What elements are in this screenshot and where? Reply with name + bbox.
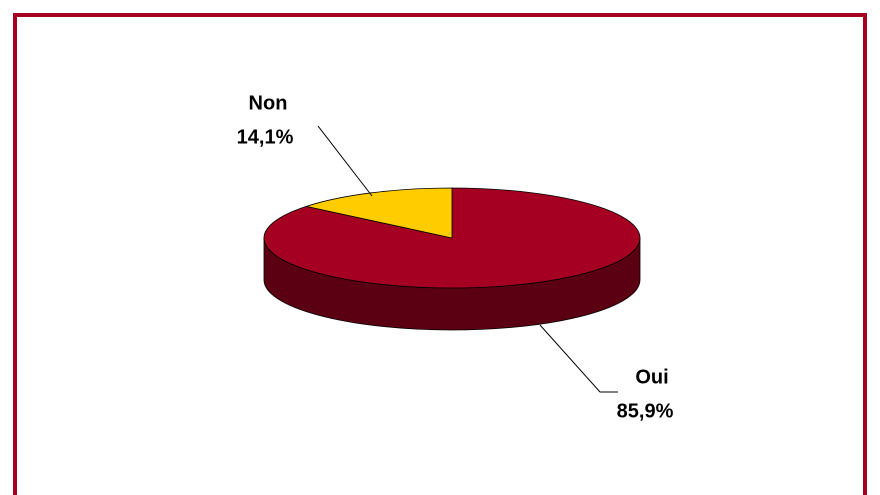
value-label: 85,9% (617, 400, 674, 422)
value-label: 14,1% (237, 126, 294, 148)
frame (13, 13, 867, 495)
slice-label: Non (249, 92, 288, 114)
leader-line (317, 125, 373, 197)
leader-line (539, 324, 618, 393)
pie-slice (304, 187, 453, 239)
slice-label: Oui (635, 366, 668, 388)
